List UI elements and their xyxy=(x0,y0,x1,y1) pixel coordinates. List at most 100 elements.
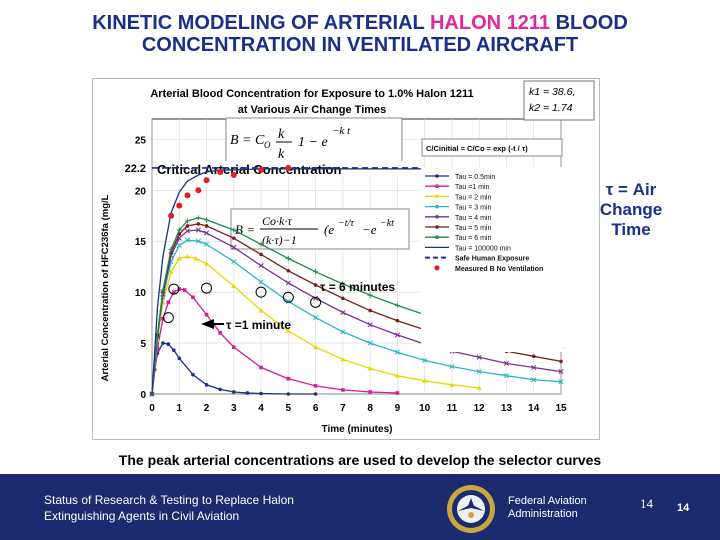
series-point-6 xyxy=(340,281,346,287)
series-point-5 xyxy=(395,318,400,323)
legend-swatch-marker xyxy=(435,235,439,239)
tau-6-annotation: τ = 6 minutes xyxy=(320,280,395,294)
series-point-5 xyxy=(313,283,318,287)
footer-bar: Status of Research & Testing to Replace … xyxy=(0,474,720,540)
measured-point xyxy=(203,177,210,184)
critical-value-label: 22.2 xyxy=(125,163,146,175)
k-parameter-1: k1 = 38.6, xyxy=(529,86,575,98)
formula-1-power: −k t xyxy=(332,125,351,137)
series-point-3 xyxy=(176,242,182,248)
series-point-3 xyxy=(394,349,400,355)
title-halon-highlight: HALON 1211 xyxy=(429,12,551,34)
peak-circle xyxy=(282,291,294,303)
series-point-3 xyxy=(558,379,564,385)
series-point-2 xyxy=(193,256,199,261)
series-point-1 xyxy=(368,390,372,394)
series-point-1 xyxy=(204,312,209,317)
slide-title-line2: CONCENTRATION IN VENTILATED AIRCRAFT xyxy=(141,34,579,56)
series-line-2 xyxy=(151,255,480,395)
chart-title-line2: at Various Air Change Times xyxy=(238,104,387,116)
measured-point xyxy=(217,168,224,175)
series-point-1 xyxy=(218,331,222,335)
measured-point xyxy=(230,172,237,179)
series-point-6 xyxy=(160,287,166,293)
series-point-6 xyxy=(285,256,291,262)
series-point-3 xyxy=(203,241,210,247)
x-tick-label: 4 xyxy=(258,403,264,414)
series-point-0 xyxy=(177,356,182,361)
x-tick-label: 10 xyxy=(419,403,431,414)
series-point-6 xyxy=(168,246,174,252)
footer-title-line2: Extinguishing Agents in Civil Aviation xyxy=(44,509,240,523)
series-point-1 xyxy=(172,290,176,294)
tau-1-arrow-head xyxy=(201,319,214,329)
series-point-3 xyxy=(285,298,291,304)
series-point-2 xyxy=(176,256,182,261)
y-tick-label: 20 xyxy=(135,186,147,197)
series-point-2 xyxy=(367,366,373,371)
series-point-2 xyxy=(476,385,482,390)
measured-point xyxy=(184,192,191,199)
series-point-5 xyxy=(185,224,190,228)
x-tick-label: 14 xyxy=(528,403,540,414)
formula-2-num: Co·k·τ xyxy=(262,214,292,228)
legend-swatch-marker xyxy=(435,225,439,229)
series-point-3 xyxy=(422,357,428,363)
formula-2-exp1: (e xyxy=(324,222,334,237)
legend-label: Tau = 4 min xyxy=(455,215,491,222)
legend-label: Tau = 0.5min xyxy=(455,174,495,181)
formula-2-exp2: −e xyxy=(362,222,377,237)
page-number-small: 14 xyxy=(640,496,653,511)
peak-circle xyxy=(201,282,213,294)
series-point-2 xyxy=(422,378,428,383)
chart-title-line1: Arterial Blood Concentration for Exposur… xyxy=(150,88,473,100)
series-point-2 xyxy=(313,344,319,350)
legend-label: Tau = 2 min xyxy=(455,194,491,201)
series-point-4 xyxy=(476,354,482,360)
measured-point xyxy=(258,166,265,173)
series-point-5 xyxy=(196,222,201,226)
series-point-0 xyxy=(232,390,236,394)
x-tick-label: 2 xyxy=(204,403,210,414)
series-point-0 xyxy=(166,342,171,346)
series-point-0 xyxy=(313,392,318,396)
y-axis-label: Arterial Concentration of HFC236fa (mg/L xyxy=(100,194,111,381)
formula-1-num: k xyxy=(278,127,285,142)
series-point-2 xyxy=(340,356,346,362)
series-point-3 xyxy=(476,369,482,375)
legend-label: Tau = 3 min xyxy=(455,205,491,212)
series-point-4 xyxy=(285,280,291,286)
series-point-1 xyxy=(166,300,171,305)
x-tick-label: 9 xyxy=(395,403,401,414)
measured-point xyxy=(195,187,202,194)
series-point-4 xyxy=(231,244,237,250)
x-tick-label: 13 xyxy=(501,403,513,414)
formula-box-1 xyxy=(225,117,403,165)
series-point-3 xyxy=(231,259,237,265)
slide-caption: The peak arterial concentrations are use… xyxy=(118,452,602,468)
title-part-a: KINETIC MODELING OF ARTERIAL xyxy=(92,12,430,34)
x-tick-label: 7 xyxy=(340,403,346,414)
page-number-bold: 14 xyxy=(677,502,690,514)
x-axis-label: Time (minutes) xyxy=(322,424,393,435)
x-tick-label: 1 xyxy=(176,403,182,414)
series-point-1 xyxy=(161,316,165,321)
legend-label: Tau = 6 min xyxy=(455,235,491,242)
series-point-4 xyxy=(340,309,346,316)
x-tick-label: 15 xyxy=(555,403,567,414)
series-point-5 xyxy=(286,268,291,273)
series-point-1 xyxy=(191,295,195,300)
legend-swatch-marker xyxy=(435,204,439,209)
series-point-6 xyxy=(195,215,201,221)
legend-swatch-marker xyxy=(435,184,439,188)
series-point-3 xyxy=(503,373,510,379)
x-tick-label: 11 xyxy=(447,403,458,414)
series-point-4 xyxy=(503,360,510,366)
legend-label: Safe Human Exposure xyxy=(455,256,529,263)
y-tick-label: 5 xyxy=(140,339,146,350)
legend-label: Tau = 100000 min xyxy=(455,245,511,252)
series-point-4 xyxy=(258,263,264,269)
series-point-4 xyxy=(313,295,319,301)
k-parameter-box xyxy=(523,80,595,121)
series-point-6 xyxy=(204,217,210,223)
